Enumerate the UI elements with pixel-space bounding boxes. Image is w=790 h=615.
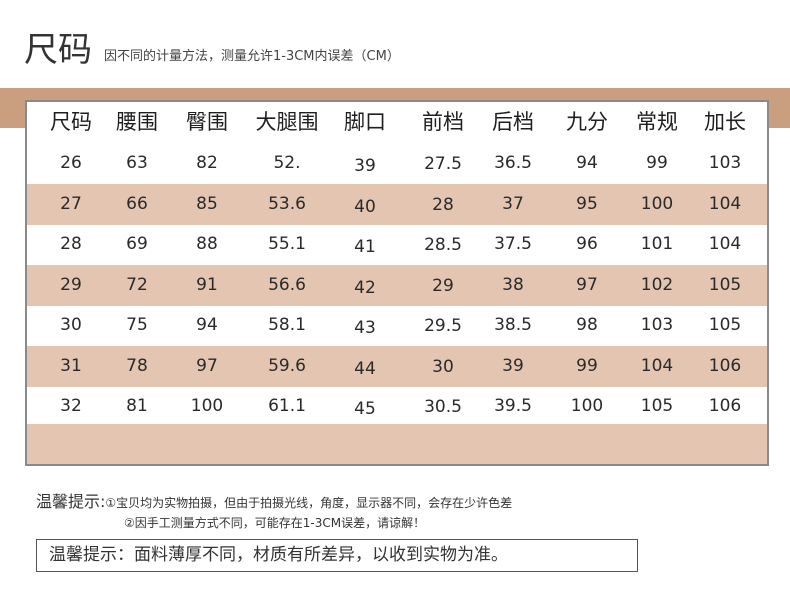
- table-cell: 103: [640, 315, 674, 335]
- column-header: 大腿围: [255, 110, 319, 134]
- table-cell: 31: [60, 355, 82, 376]
- table-cell: 95: [576, 193, 598, 214]
- table-cell: 101: [640, 234, 674, 254]
- table-cell: 40: [354, 196, 376, 217]
- table-cell: 63: [126, 153, 148, 173]
- table-cell: 58.1: [268, 315, 306, 335]
- column-header: 常规: [636, 110, 678, 134]
- table-cell: 30: [432, 356, 454, 377]
- table-row: 31 78 97 59.6 44 30 39 99 104 106: [27, 345, 767, 387]
- table-cell: 37.5: [494, 234, 532, 254]
- table-cell: 29: [432, 275, 454, 296]
- table-cell: 105: [708, 315, 742, 335]
- table-cell: 66: [126, 193, 148, 214]
- table-cell: 39.5: [494, 396, 532, 416]
- table-cell: 37: [502, 193, 524, 214]
- column-header: 前档: [422, 110, 464, 134]
- table-cell: 81: [126, 396, 148, 416]
- table-cell: 28: [432, 194, 454, 215]
- tips-line-1: 温馨提示:①宝贝均为实物拍摄，但由于拍摄光线，角度，显示器不同，会存在少许色差: [36, 492, 512, 513]
- table-row: 32 81 100 61.1 45 30.5 39.5 100 105 106: [27, 386, 767, 427]
- table-cell: 100: [190, 396, 224, 416]
- table-cell: 102: [640, 274, 674, 295]
- table-cell: 30.5: [424, 397, 462, 417]
- table-cell: 94: [576, 153, 598, 173]
- table-cell: 78: [126, 355, 148, 376]
- table-cell: 96: [576, 234, 598, 254]
- table-cell: 104: [708, 234, 742, 254]
- table-cell: 88: [196, 234, 218, 254]
- table-cell: 39: [354, 156, 376, 176]
- table-cell: 106: [708, 355, 742, 376]
- table-cell: 39: [502, 355, 524, 376]
- table-row: 28 69 88 55.1 41 28.5 37.5 96 101 104: [27, 224, 767, 265]
- table-cell: 29: [60, 274, 82, 295]
- table-row: 26 63 82 52. 39 27.5 36.5 94 99 103: [27, 143, 767, 184]
- column-header: 尺码: [50, 110, 92, 134]
- table-row: 27 66 85 53.6 40 28 37 95 100 104: [27, 183, 767, 225]
- table-cell: 29.5: [424, 316, 462, 336]
- column-header: 脚口: [344, 110, 386, 134]
- table-cell: 52.: [273, 153, 301, 173]
- table-cell: 27: [60, 193, 82, 214]
- column-header: 九分: [566, 110, 608, 134]
- size-table: 尺码 腰围 臀围 大腿围 脚口 前档 后档 九分 常规 加长 26 63 82 52.…: [25, 100, 769, 466]
- table-cell: 106: [708, 396, 742, 416]
- table-cell: 75: [126, 315, 148, 335]
- table-cell: 105: [708, 274, 742, 295]
- table-cell: 59.6: [268, 355, 306, 376]
- column-header: 腰围: [116, 110, 158, 134]
- table-cell: 61.1: [268, 396, 306, 416]
- table-cell: 72: [126, 274, 148, 295]
- table-cell: 104: [708, 193, 742, 214]
- table-cell: 99: [646, 153, 668, 173]
- table-cell: 44: [354, 358, 376, 379]
- table-row: 30 75 94 58.1 43 29.5 38.5 98 103 105: [27, 305, 767, 346]
- table-cell: 28: [60, 234, 82, 254]
- column-header: 后档: [492, 110, 534, 134]
- table-cell: 100: [640, 193, 674, 214]
- table-cell: 97: [576, 274, 598, 295]
- table-cell: 98: [576, 315, 598, 335]
- notice-box: 温馨提示：面料薄厚不同，材质有所差异，以收到实物为准。: [36, 539, 638, 572]
- table-cell: 53.6: [268, 193, 306, 214]
- table-cell: 32: [60, 396, 82, 416]
- table-cell: 85: [196, 193, 218, 214]
- table-cell: 41: [354, 237, 376, 257]
- column-header: 加长: [704, 110, 746, 134]
- table-cell: 30: [60, 315, 82, 335]
- table-cell: 38.5: [494, 315, 532, 335]
- tips-item-1: ①宝贝均为实物拍摄，但由于拍摄光线，角度，显示器不同，会存在少许色差: [105, 496, 513, 510]
- table-cell: 91: [196, 274, 218, 295]
- table-cell: 45: [354, 399, 376, 419]
- table-cell: 56.6: [268, 274, 306, 295]
- table-cell: 36.5: [494, 153, 532, 173]
- page-subtitle: 因不同的计量方法，测量允许1-3CM内误差（CM）: [104, 49, 400, 64]
- table-cell: 97: [196, 355, 218, 376]
- table-cell: 104: [640, 355, 674, 376]
- table-footer-fill: [27, 424, 767, 464]
- tips-item-2: ②因手工测量方式不同，可能存在1-3CM误差，请谅解！: [124, 516, 426, 530]
- table-cell: 94: [196, 315, 218, 335]
- table-row: 29 72 91 56.6 42 29 38 97 102 105: [27, 264, 767, 306]
- column-header: 臀围: [186, 110, 228, 134]
- table-cell: 100: [570, 396, 604, 416]
- table-cell: 105: [640, 396, 674, 416]
- table-header-row: 尺码 腰围 臀围 大腿围 脚口 前档 后档 九分 常规 加长: [27, 102, 767, 143]
- page-title: 尺码: [24, 30, 92, 70]
- table-cell: 55.1: [268, 234, 306, 254]
- table-cell: 42: [354, 277, 376, 298]
- table-cell: 27.5: [424, 154, 462, 174]
- table-cell: 82: [196, 153, 218, 173]
- table-cell: 99: [576, 355, 598, 376]
- table-cell: 103: [708, 153, 742, 173]
- table-cell: 43: [354, 318, 376, 338]
- table-cell: 69: [126, 234, 148, 254]
- table-cell: 38: [502, 274, 524, 295]
- table-cell: 26: [60, 153, 82, 173]
- tips-lead: 温馨提示:: [36, 492, 106, 511]
- table-cell: 28.5: [424, 235, 462, 255]
